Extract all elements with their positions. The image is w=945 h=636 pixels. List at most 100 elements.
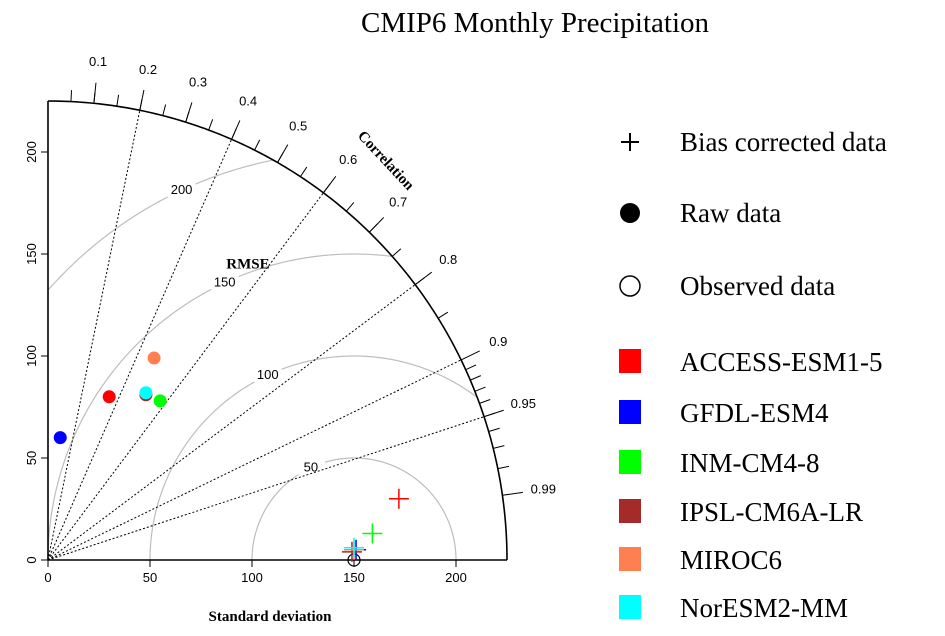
- raw-point: [139, 386, 153, 400]
- correlation-tick-label: 0.2: [139, 62, 157, 77]
- correlation-tick-label: 0.6: [339, 152, 357, 167]
- legend-filled-circle-icon: [620, 203, 640, 223]
- legend: Bias corrected data Raw data Observed data…: [619, 127, 887, 623]
- rmse-contour-150: [47, 253, 392, 561]
- rmse-contour-label: 100: [257, 367, 279, 382]
- correlation-ray: [47, 359, 462, 561]
- legend-series-label: GFDL-ESM4: [680, 398, 829, 428]
- arc-major-tick: [231, 120, 241, 140]
- correlation-ray: [47, 416, 485, 561]
- legend-swatch: [619, 450, 641, 474]
- bias-corrected-point: [341, 541, 362, 562]
- bias-corrected-point: [362, 523, 383, 544]
- correlation-ray: [47, 139, 233, 561]
- arc-tick: [391, 248, 402, 257]
- arc-tick: [300, 166, 308, 177]
- legend-series-label: IPSL-CM6A-LR: [680, 497, 863, 527]
- rmse-label-bg: [296, 458, 325, 475]
- y-tick-label: 200: [24, 141, 39, 163]
- arc-tick: [493, 445, 505, 449]
- outer-arc: [47, 100, 508, 561]
- chart-title: CMIP6 Monthly Precipitation: [361, 7, 710, 39]
- correlation-tick-label: 0.5: [289, 119, 307, 134]
- arc-tick: [437, 311, 449, 319]
- legend-label: Bias corrected data: [680, 127, 887, 157]
- legend-open-circle-icon: [619, 275, 641, 297]
- arc-major-tick: [139, 89, 145, 111]
- legend-series-label: INM-CM4-8: [680, 448, 820, 478]
- arc-tick: [474, 386, 486, 392]
- arc-tick: [70, 90, 73, 102]
- correlation-tick-label: 0.7: [389, 195, 407, 210]
- correlation-ray: [47, 284, 416, 561]
- legend-swatch: [619, 349, 641, 373]
- correlation-ray: [47, 192, 324, 561]
- correlation-tick-label: 0.8: [439, 252, 457, 267]
- plot-area: 50 100 150 200 0.1 0.2 0.3 0.4 0.5 0.6 0.7 0.8 0.9 0.…: [24, 54, 556, 585]
- legend-swatch: [619, 400, 641, 424]
- arc-tick: [162, 104, 167, 116]
- arc-major-tick: [368, 217, 385, 233]
- arc-major-tick: [277, 144, 289, 163]
- legend-swatch: [619, 595, 641, 619]
- arc-major-tick: [322, 175, 337, 194]
- arc-major-tick: [483, 409, 504, 418]
- arc-major-tick: [185, 102, 193, 123]
- y-tick-label: 100: [24, 345, 39, 367]
- legend-label: Raw data: [680, 198, 781, 228]
- x-tick-label: 200: [445, 570, 467, 585]
- arc-tick: [345, 202, 355, 212]
- legend-swatch: [619, 499, 641, 523]
- raw-point: [53, 431, 67, 445]
- x-tick-label: 50: [143, 570, 157, 585]
- legend-series-label: NorESM2-MM: [680, 593, 848, 623]
- arc-tick: [497, 465, 510, 470]
- legend-label: Observed data: [680, 271, 835, 301]
- x-tick-label: 0: [44, 570, 51, 585]
- arc-tick: [470, 375, 482, 381]
- correlation-tick-label: 0.99: [531, 481, 556, 496]
- x-tick-label: 150: [343, 570, 365, 585]
- raw-point: [102, 390, 116, 404]
- arc-major-tick: [502, 491, 523, 496]
- legend-series-label: ACCESS-ESM1-5: [680, 347, 883, 377]
- bias-corrected-point: [388, 488, 409, 509]
- rmse-axis-label: RMSE: [226, 256, 269, 272]
- rmse-label-bg: [253, 366, 282, 383]
- correlation-ray: [47, 110, 141, 561]
- rmse-contour-label: 150: [214, 275, 236, 290]
- rmse-contour-200: [47, 159, 273, 291]
- arc-tick: [479, 399, 491, 404]
- legend-swatch: [619, 547, 641, 571]
- correlation-tick-label: 0.95: [511, 396, 536, 411]
- correlation-axis-label: Correlation: [354, 128, 417, 194]
- x-tick-label: 100: [241, 570, 263, 585]
- arc-tick: [488, 427, 500, 432]
- bias-corrected-point: [344, 537, 364, 558]
- y-tick-label: 150: [24, 243, 39, 265]
- x-axis-label: Standard deviation: [209, 609, 333, 625]
- arc-tick: [465, 364, 477, 371]
- rmse-contour-label: 50: [304, 460, 318, 475]
- arc-tick: [254, 139, 261, 151]
- arc-tick: [116, 94, 120, 107]
- arc-tick: [208, 119, 214, 131]
- arc-major-tick: [93, 82, 97, 104]
- y-tick-label: 50: [24, 451, 39, 465]
- rmse-label-bg: [210, 273, 239, 290]
- raw-point: [147, 351, 161, 365]
- arc-major-tick: [460, 350, 480, 361]
- correlation-tick-label: 0.4: [239, 93, 257, 108]
- rmse-contour-50: [251, 457, 457, 561]
- correlation-tick-label: 0.3: [189, 75, 207, 90]
- raw-point: [153, 394, 167, 408]
- arc-major-tick: [414, 271, 433, 286]
- rmse-label-bg: [167, 181, 196, 198]
- rmse-contour-label: 200: [171, 182, 193, 197]
- rmse-contour-100: [149, 355, 478, 561]
- y-tick-label: 0: [24, 556, 39, 563]
- legend-series-label: MIROC6: [680, 545, 782, 575]
- correlation-tick-label: 0.9: [489, 334, 507, 349]
- correlation-tick-label: 0.1: [89, 54, 107, 69]
